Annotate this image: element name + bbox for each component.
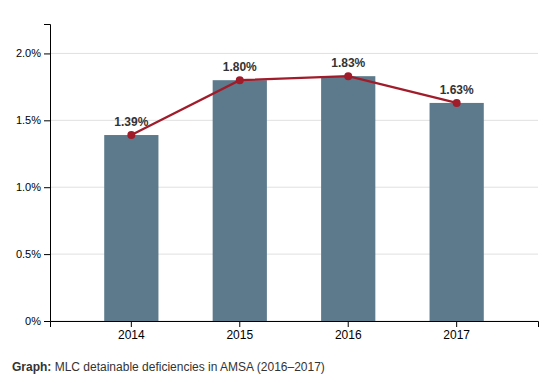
y-tick: 2.0% (16, 47, 50, 59)
x-tick-label: 2016 (335, 328, 362, 342)
marker (453, 99, 461, 107)
y-tick: 1.0% (16, 181, 50, 193)
data-label: 1.63% (440, 83, 474, 97)
x-tick-label: 2017 (443, 328, 470, 342)
grid (50, 53, 538, 321)
y-tick: 0.5% (16, 248, 50, 260)
markers (127, 72, 460, 139)
x-tick: 2017 (443, 321, 470, 342)
x-tick: 2015 (226, 321, 253, 342)
plot: 1.39% 1.80% 1.83% 1.63% 2014 2015 2016 2017 0% 0.… (16, 25, 539, 342)
y-tick-mark (44, 120, 50, 121)
y-tick-mark (44, 187, 50, 188)
data-label: 1.83% (331, 56, 365, 70)
x-axis-line (51, 322, 539, 328)
data-labels: 1.39% 1.80% 1.83% 1.63% (114, 56, 474, 129)
x-tick-mark (456, 321, 457, 327)
marker (236, 76, 244, 84)
caption-part: MLC detainable deficiencies in AMSA (201… (51, 360, 325, 374)
marker (127, 131, 135, 139)
marker (344, 72, 352, 80)
chart: 1.39% 1.80% 1.83% 1.63% 2014 2015 2016 2017 0% 0.… (0, 0, 558, 383)
y-tick-label: 0% (25, 315, 41, 327)
caption: Graph: MLC detainable deficiencies in AM… (12, 360, 325, 374)
x-tick-label: 2014 (118, 328, 145, 342)
x-tick-label: 2015 (226, 328, 253, 342)
y-tick-mark (44, 321, 50, 322)
y-tick-label: 0.5% (16, 248, 41, 260)
y-axis-line (44, 25, 51, 322)
y-tick: 0% (25, 315, 50, 327)
data-label: 1.80% (223, 60, 257, 74)
x-tick-mark (348, 321, 349, 327)
caption-part: Graph: (12, 360, 51, 374)
y-tick-mark (44, 53, 50, 54)
x-tick: 2014 (118, 321, 145, 342)
line (131, 76, 456, 135)
y-tick-label: 1.0% (16, 181, 41, 193)
x-tick-mark (239, 321, 240, 327)
bar (430, 103, 484, 321)
y-tick-label: 2.0% (16, 47, 41, 59)
x-tick-mark (131, 321, 132, 327)
bar (104, 135, 158, 321)
y-tick: 1.5% (16, 114, 50, 126)
bar (213, 80, 267, 321)
y-tick-label: 1.5% (16, 114, 41, 126)
marks (104, 72, 484, 321)
y-tick-mark (44, 254, 50, 255)
x-axis: 2014 2015 2016 2017 (51, 321, 539, 342)
x-tick: 2016 (335, 321, 362, 342)
grid-line (50, 53, 538, 54)
y-axis: 0% 0.5% 1.0% 1.5% 2.0% (16, 25, 51, 328)
data-label: 1.39% (114, 115, 148, 129)
bars (104, 76, 484, 321)
bar (321, 76, 375, 321)
